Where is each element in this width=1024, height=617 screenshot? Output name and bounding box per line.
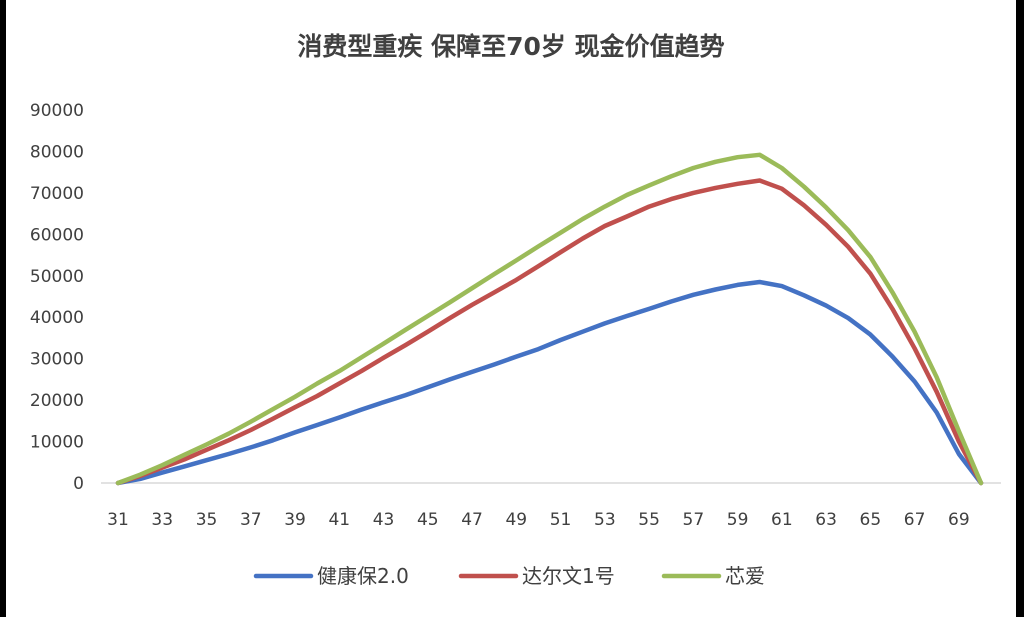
legend-label-2: 达尔文1号 (522, 564, 615, 588)
y-tick-label: 80000 (30, 142, 84, 162)
x-tick-label: 67 (904, 510, 926, 530)
x-tick-label: 43 (373, 510, 395, 530)
y-tick-label: 50000 (30, 267, 84, 287)
y-tick-label: 70000 (30, 184, 84, 204)
x-tick-label: 55 (638, 510, 660, 530)
x-tick-label: 65 (860, 510, 882, 530)
x-tick-label: 31 (107, 510, 129, 530)
y-axis-ticks: 0 10000 20000 30000 40000 50000 60000 70000 8000… (30, 101, 84, 494)
x-tick-label: 33 (151, 510, 173, 530)
y-tick-label: 0 (73, 474, 84, 494)
y-tick-label: 90000 (30, 101, 84, 121)
x-tick-label: 53 (594, 510, 616, 530)
legend: 健康保2.0 达尔文1号 芯爱 (253, 564, 765, 588)
x-tick-label: 51 (550, 510, 572, 530)
y-tick-label: 60000 (30, 225, 84, 245)
x-tick-label: 39 (284, 510, 306, 530)
x-tick-label: 61 (771, 510, 793, 530)
x-tick-label: 57 (683, 510, 705, 530)
y-tick-label: 20000 (30, 391, 84, 411)
y-tick-label: 40000 (30, 308, 84, 328)
y-tick-label: 30000 (30, 350, 84, 370)
x-tick-label: 35 (196, 510, 218, 530)
legend-label-3: 芯爱 (725, 564, 765, 588)
series-line-2 (115, 178, 984, 486)
x-tick-label: 69 (948, 510, 970, 530)
x-axis-ticks: 31 33 35 37 39 41 43 45 47 49 51 53 55 57 59 61 63 65 67 69 (107, 510, 970, 530)
series-line-3 (115, 152, 984, 486)
chart-frame: 消费型重疾 保障至70岁 现金价值趋势 0 10000 20000 30000 4000… (6, 0, 1016, 617)
x-tick-label: 45 (417, 510, 439, 530)
y-tick-label: 10000 (30, 433, 84, 453)
series-lines (115, 152, 984, 486)
chart-title: 消费型重疾 保障至70岁 现金价值趋势 (297, 32, 724, 61)
x-tick-label: 63 (815, 510, 837, 530)
x-tick-label: 47 (461, 510, 483, 530)
series-line-1 (115, 279, 984, 486)
x-tick-label: 37 (240, 510, 262, 530)
x-tick-label: 41 (328, 510, 350, 530)
line-chart: 消费型重疾 保障至70岁 现金价值趋势 0 10000 20000 30000 4000… (30, 32, 1001, 588)
legend-label-1: 健康保2.0 (317, 564, 409, 588)
x-tick-label: 49 (505, 510, 527, 530)
x-tick-label: 59 (727, 510, 749, 530)
